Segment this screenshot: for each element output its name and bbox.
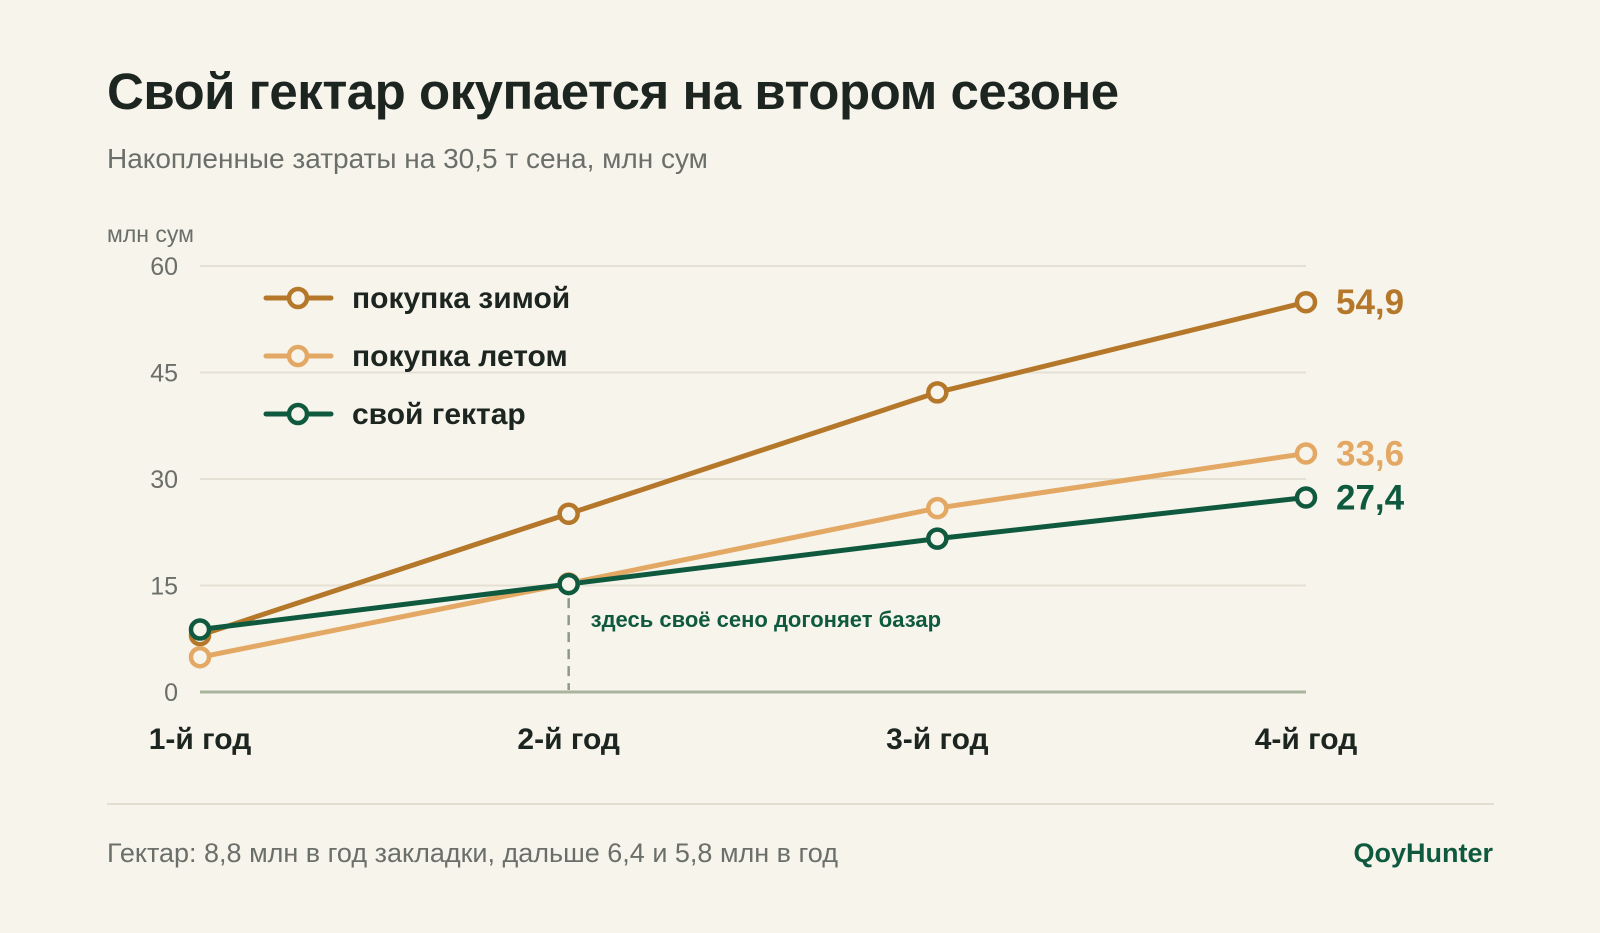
end-labels: 54,9 33,6 27,4	[1336, 283, 1405, 517]
x-tick-label: 1-й год	[149, 723, 252, 756]
end-value-label: 27,4	[1336, 478, 1405, 517]
legend-label: покупка летом	[352, 340, 568, 373]
data-point	[188, 645, 212, 669]
annotation-group: здесь своё сено догоняет базар	[567, 598, 941, 690]
data-point	[926, 527, 949, 550]
x-tick-label: 4-й год	[1255, 723, 1358, 756]
x-axis-ticks: 1-й год 2-й год 3-й год 4-й год	[149, 723, 1358, 756]
y-tick-label: 60	[150, 253, 178, 281]
legend: покупка зимой покупка летом свой гектар	[263, 282, 570, 431]
data-point	[557, 502, 580, 526]
y-axis-label: млн сум	[107, 221, 194, 247]
series-line-1	[197, 299, 1309, 638]
y-tick-label: 15	[150, 573, 178, 601]
legend-swatch-marker	[286, 286, 310, 310]
line-chart: млн сум 0 15 30 45 60 1-й год 2-й год 3-й год 4…	[107, 221, 1405, 756]
y-tick-label: 30	[150, 466, 178, 494]
page-subtitle: Накопленные затраты на 30,5 т сена, млн …	[107, 143, 708, 174]
y-tick-label: 45	[150, 360, 178, 388]
x-tick-label: 3-й год	[886, 723, 989, 756]
end-value-label: 33,6	[1336, 434, 1404, 473]
y-tick-label: 0	[164, 679, 178, 707]
legend-swatch-marker	[286, 402, 310, 426]
brand-logo: QoyHunter	[1353, 838, 1493, 868]
data-point	[1294, 290, 1318, 314]
legend-label: свой гектар	[352, 398, 526, 431]
series-lines	[197, 299, 1309, 660]
data-point	[188, 618, 212, 641]
annotation-text: здесь своё сено догоняет базар	[591, 607, 941, 632]
legend-swatch-marker	[286, 344, 310, 368]
footnote: Гектар: 8,8 млн в год закладки, дальше 6…	[107, 838, 838, 868]
legend-label: покупка зимой	[352, 282, 570, 315]
data-point	[557, 572, 580, 596]
series-line-2	[197, 450, 1309, 660]
x-tick-label: 2-й год	[517, 723, 620, 756]
footer-divider	[107, 803, 1494, 805]
page-title: Свой гектар окупается на втором сезоне	[107, 63, 1119, 120]
data-point	[1294, 486, 1318, 509]
data-point	[926, 496, 949, 520]
data-point	[926, 381, 949, 404]
series-line-3	[197, 494, 1309, 633]
y-axis-ticks: 0 15 30 45 60	[150, 253, 178, 707]
series-points	[188, 290, 1318, 669]
end-value-label: 54,9	[1336, 283, 1404, 322]
data-point	[1294, 442, 1318, 465]
